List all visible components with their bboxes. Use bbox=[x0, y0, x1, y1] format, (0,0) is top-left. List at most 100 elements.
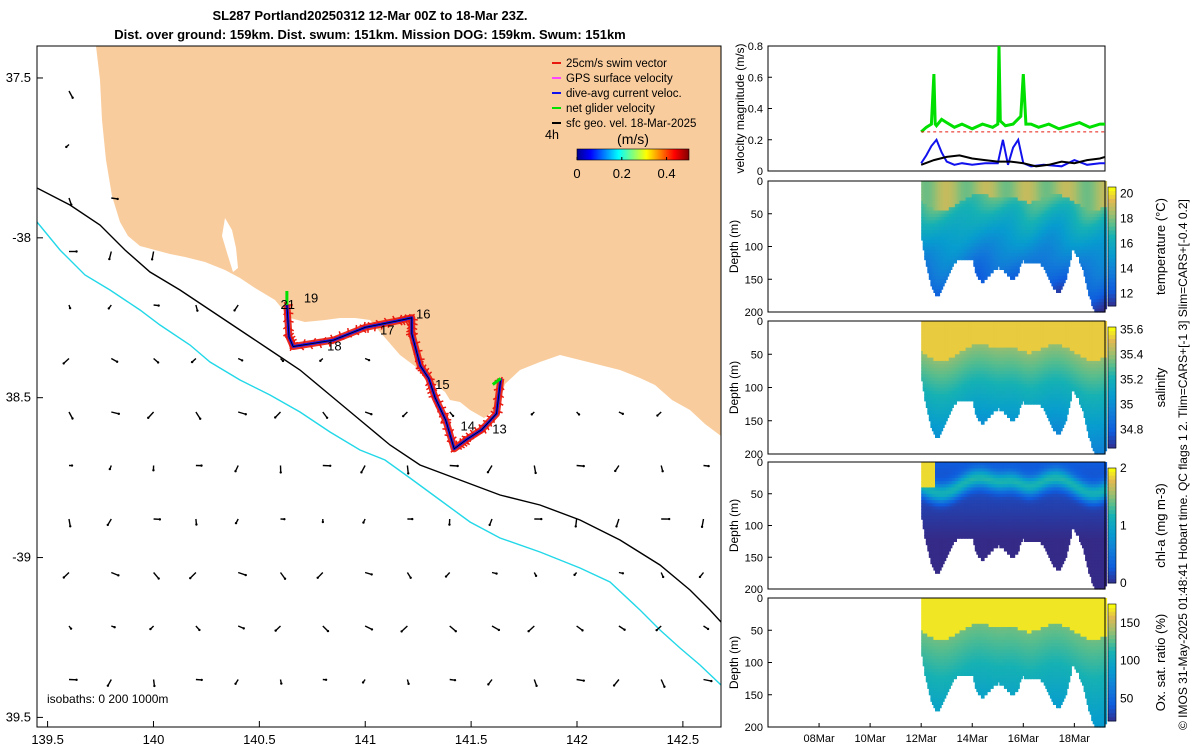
temperature-cell bbox=[1100, 285, 1103, 290]
temperature-cell bbox=[925, 246, 928, 251]
temperature-cell bbox=[1085, 197, 1088, 202]
temperature-cell bbox=[1051, 213, 1054, 218]
temperature-cell bbox=[954, 246, 957, 251]
temperature-cell bbox=[1023, 197, 1026, 202]
temperature-cell bbox=[1091, 187, 1094, 192]
salinity-cell bbox=[928, 347, 931, 352]
temperature-cell bbox=[1014, 223, 1017, 228]
temperature-cell bbox=[1045, 197, 1048, 202]
temperature-cell bbox=[1077, 203, 1080, 208]
temperature-cell bbox=[1063, 203, 1066, 208]
temperature-cell bbox=[947, 230, 950, 234]
temperature-cell bbox=[933, 200, 936, 205]
temperature-cell bbox=[922, 190, 925, 195]
temperature-cell bbox=[977, 266, 980, 270]
temperature-cell bbox=[951, 200, 954, 205]
temperature-cell bbox=[927, 233, 930, 238]
temperature-cell bbox=[990, 233, 993, 238]
temperature-cell bbox=[935, 236, 938, 241]
temperature-cell bbox=[1092, 190, 1095, 195]
geo-vector bbox=[238, 411, 246, 415]
temperature-cell bbox=[948, 266, 951, 270]
temperature-cell bbox=[1049, 249, 1052, 254]
temperature-cell bbox=[985, 181, 988, 185]
temperature-cell bbox=[1105, 181, 1108, 185]
temperature-cell bbox=[944, 236, 947, 241]
temperature-cell bbox=[959, 187, 962, 192]
temperature-cell bbox=[982, 220, 985, 225]
temperature-cell bbox=[1017, 184, 1020, 189]
temperature-cell bbox=[967, 239, 970, 244]
temperature-cell bbox=[936, 217, 939, 221]
colorbar-tick-label: 0.4 bbox=[658, 166, 676, 181]
temperature-cell bbox=[997, 181, 1000, 185]
temperature-cell bbox=[996, 249, 999, 254]
temperature-cell bbox=[1056, 262, 1059, 267]
temperature-cell bbox=[1016, 233, 1019, 238]
temperature-cell bbox=[957, 181, 960, 185]
temperature-cell bbox=[991, 243, 994, 248]
geo-vector-head bbox=[242, 627, 245, 630]
temperature-cell bbox=[1033, 226, 1036, 231]
temperature-cell bbox=[1048, 259, 1051, 264]
temperature-cell bbox=[1002, 207, 1005, 212]
temperature-cell bbox=[1002, 259, 1005, 264]
temperature-cell bbox=[1010, 239, 1013, 244]
temperature-cell bbox=[1100, 184, 1103, 189]
temperature-cell bbox=[1056, 282, 1059, 287]
temperature-cell bbox=[925, 256, 928, 261]
temperature-cell bbox=[1003, 226, 1006, 231]
temperature-cell bbox=[1089, 184, 1092, 189]
temperature-cell bbox=[1086, 282, 1089, 287]
temperature-cell bbox=[976, 253, 979, 257]
temperature-cell bbox=[924, 181, 927, 185]
geo-vector-head bbox=[407, 682, 410, 686]
temperature-cell bbox=[1101, 308, 1104, 313]
temperature-cell bbox=[970, 220, 973, 225]
temperature-cell bbox=[1040, 253, 1043, 257]
temperature-cell bbox=[1097, 236, 1100, 241]
temperature-cell bbox=[938, 233, 941, 238]
temperature-cell bbox=[1037, 249, 1040, 254]
temperature-cell bbox=[928, 276, 931, 280]
salinity-cell bbox=[921, 350, 924, 355]
temperature-cell bbox=[1049, 207, 1052, 212]
temperature-cell bbox=[933, 272, 936, 277]
temperature-cell bbox=[974, 217, 977, 221]
salinity-cell bbox=[931, 321, 934, 325]
geo-vector-head bbox=[62, 362, 65, 365]
temperature-cell bbox=[1048, 256, 1051, 261]
temperature-cell bbox=[928, 190, 931, 195]
temperature-cell bbox=[1000, 259, 1003, 264]
temperature-cell bbox=[985, 184, 988, 189]
temperature-cell bbox=[1091, 269, 1094, 274]
temperature-cell bbox=[1098, 262, 1101, 267]
temperature-cell bbox=[925, 220, 928, 225]
temperature-cell bbox=[941, 249, 944, 254]
temperature-cell bbox=[1036, 230, 1039, 234]
temperature-cell bbox=[935, 249, 938, 254]
temperature-cell bbox=[944, 213, 947, 218]
temperature-cell bbox=[1074, 203, 1077, 208]
temperature-cell bbox=[1048, 203, 1051, 208]
temperature-cell bbox=[925, 203, 928, 208]
geo-vector-head bbox=[573, 573, 576, 577]
temperature-cell bbox=[944, 223, 947, 228]
temperature-cell bbox=[1029, 253, 1032, 257]
geo-vector-head bbox=[698, 575, 702, 579]
temperature-cell bbox=[1092, 253, 1095, 257]
temperature-cell bbox=[1014, 262, 1017, 267]
temperature-cbtick-label: 20 bbox=[1120, 186, 1134, 200]
temperature-cell bbox=[999, 187, 1002, 192]
temperature-cell bbox=[1079, 233, 1082, 238]
temperature-cell bbox=[1016, 220, 1019, 225]
temperature-cell bbox=[977, 276, 980, 280]
temperature-cell bbox=[1048, 197, 1051, 202]
temperature-cell bbox=[973, 200, 976, 205]
temperature-cell bbox=[945, 226, 948, 231]
temperature-cell bbox=[1045, 184, 1048, 189]
temperature-cell bbox=[1052, 220, 1055, 225]
temperature-cell bbox=[956, 187, 959, 192]
temperature-cell bbox=[1077, 194, 1080, 198]
temperature-cell bbox=[1054, 230, 1057, 234]
